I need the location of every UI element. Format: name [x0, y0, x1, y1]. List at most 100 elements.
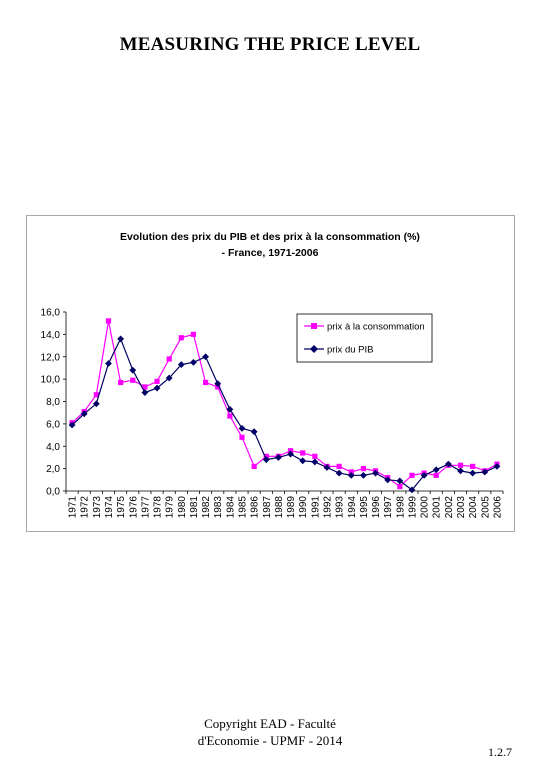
legend-marker-pib — [310, 345, 318, 353]
data-point-consommation — [239, 434, 245, 440]
y-tick-label: 2,0 — [46, 464, 60, 475]
data-point-pib — [396, 477, 404, 485]
data-point-consommation — [433, 472, 439, 478]
data-point-pib — [214, 380, 222, 387]
x-tick-label: 1990 — [298, 496, 309, 519]
x-tick-label: 1987 — [262, 496, 273, 519]
x-tick-label: 1992 — [322, 496, 333, 519]
x-tick-label: 1983 — [213, 496, 224, 519]
data-point-consommation — [360, 466, 367, 472]
footer-copyright: Copyright EAD - Faculté d'Economie - UPM… — [150, 715, 390, 749]
data-point-pib — [335, 469, 343, 477]
y-tick-label: 8,0 — [46, 397, 60, 408]
data-point-consommation — [105, 318, 112, 324]
series-layer — [68, 318, 501, 494]
series-line-consommation — [71, 320, 498, 488]
x-tick-label: 1980 — [177, 496, 188, 519]
data-point-pib — [238, 424, 246, 432]
slide-title: MEASURING THE PRICE LEVEL — [119, 34, 421, 55]
data-point-pib — [129, 366, 137, 374]
data-point-pib — [432, 466, 440, 474]
line-chart: Evolution des prix du PIB et des prix à … — [41, 231, 504, 519]
x-tick-label: 2003 — [456, 496, 467, 519]
chart-title-line1: Evolution des prix du PIB et des prix à … — [120, 231, 420, 243]
data-point-pib — [105, 360, 112, 367]
data-point-consommation — [118, 379, 124, 386]
data-point-consommation — [142, 384, 148, 390]
data-point-consommation — [178, 335, 184, 341]
data-point-pib — [226, 405, 234, 413]
x-tick-label: 1981 — [189, 496, 200, 519]
x-tick-label: 1974 — [104, 496, 115, 519]
y-tick-label: 12,0 — [41, 352, 61, 363]
chart-frame: Evolution des prix du PIB et des prix à … — [26, 215, 515, 532]
legend-label-consommation: prix à la consommation — [327, 322, 425, 333]
data-point-pib — [68, 421, 76, 429]
x-tick-label: 1984 — [225, 496, 236, 519]
data-point-consommation — [154, 378, 160, 384]
data-point-pib — [493, 462, 501, 470]
data-point-pib — [323, 464, 331, 471]
legend-box — [296, 313, 433, 363]
x-tick-label: 1996 — [371, 496, 382, 519]
y-tick-label: 0,0 — [46, 487, 60, 498]
data-point-consommation — [312, 453, 318, 459]
data-point-pib — [141, 389, 149, 396]
x-tick-label: 1972 — [80, 496, 91, 519]
data-point-consommation — [202, 379, 209, 386]
data-point-consommation — [166, 356, 172, 362]
data-point-consommation — [300, 450, 306, 456]
data-point-pib — [190, 358, 197, 366]
y-tick-label: 6,0 — [46, 419, 60, 430]
x-tick-label: 1973 — [92, 496, 103, 519]
data-point-pib — [165, 374, 173, 382]
x-tick-label: 1997 — [383, 496, 394, 519]
x-tick-label: 1993 — [335, 496, 346, 519]
data-point-pib — [117, 335, 125, 343]
legend-marker-consommation — [311, 323, 317, 329]
data-point-pib — [457, 467, 464, 475]
data-point-consommation — [336, 463, 342, 469]
data-point-consommation — [227, 413, 233, 419]
footer-line-1: Copyright EAD - Faculté — [204, 716, 336, 731]
data-point-pib — [311, 458, 319, 466]
data-point-pib — [153, 384, 161, 392]
x-tick-label: 1976 — [128, 496, 139, 519]
data-point-pib — [177, 361, 185, 368]
data-point-consommation — [409, 472, 415, 478]
chart-title-line2: - France, 1971-2006 — [222, 247, 319, 259]
data-point-consommation — [470, 463, 476, 469]
data-point-pib — [384, 476, 392, 484]
data-point-consommation — [190, 331, 197, 337]
x-tick-label: 1971 — [68, 496, 79, 519]
data-point-pib — [299, 457, 307, 465]
data-point-pib — [469, 469, 477, 477]
x-tick-label: 2000 — [420, 496, 431, 519]
y-tick-label: 14,0 — [41, 330, 61, 341]
data-point-pib — [408, 486, 416, 494]
x-tick-label: 2002 — [444, 496, 455, 519]
x-tick-label: 1979 — [165, 496, 176, 519]
data-point-consommation — [251, 463, 257, 469]
x-tick-label: 2005 — [480, 496, 491, 519]
series-line-pib — [71, 337, 498, 491]
page-number: 1.2.7 — [488, 745, 512, 759]
data-point-consommation — [397, 483, 403, 490]
data-point-pib — [360, 471, 367, 479]
data-point-pib — [250, 428, 258, 436]
x-tick-label: 1975 — [116, 496, 127, 519]
data-point-pib — [444, 460, 452, 468]
footer-line-2: d'Economie - UPMF - 2014 — [197, 733, 343, 748]
data-point-pib — [262, 456, 270, 464]
data-point-pib — [347, 471, 355, 479]
x-tick-label: 1986 — [250, 496, 261, 519]
legend-label-pib: prix du PIB — [327, 345, 373, 356]
x-tick-label: 1998 — [395, 496, 406, 519]
x-tick-label: 2004 — [468, 496, 479, 519]
x-tick-label: 1977 — [140, 496, 151, 519]
x-tick-label: 1985 — [238, 496, 249, 519]
x-tick-label: 2006 — [492, 496, 503, 519]
data-point-consommation — [130, 377, 136, 383]
data-point-pib — [481, 468, 489, 476]
